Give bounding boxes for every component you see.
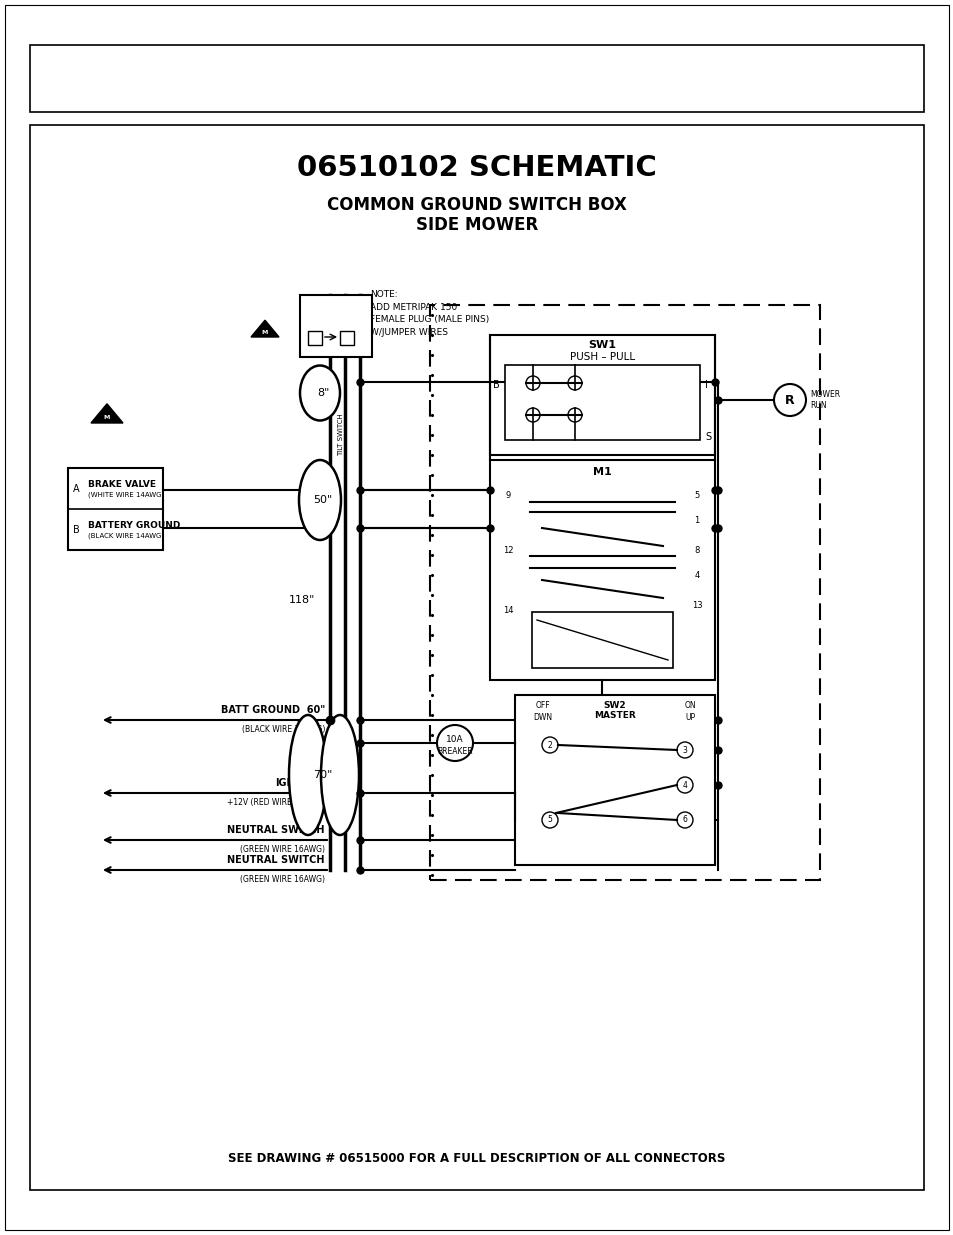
Bar [532, 613, 672, 668]
Circle shape [541, 811, 558, 827]
Text: 8": 8" [316, 388, 329, 398]
Text: B: B [72, 525, 79, 535]
Text: R: R [784, 394, 794, 406]
Text: BRAKE VALVE: BRAKE VALVE [88, 480, 156, 489]
Polygon shape [91, 404, 123, 424]
Text: SIDE MOWER: SIDE MOWER [416, 216, 537, 233]
Circle shape [677, 742, 692, 758]
Text: (BLACK WIRE 14AWG): (BLACK WIRE 14AWG) [241, 725, 325, 734]
Text: 5: 5 [547, 815, 552, 825]
Text: 70": 70" [313, 769, 333, 781]
Text: ON: ON [683, 700, 695, 709]
Circle shape [677, 811, 692, 827]
Text: BATT GROUND  60": BATT GROUND 60" [220, 705, 325, 715]
Circle shape [436, 725, 473, 761]
Bar [490, 459, 714, 680]
Circle shape [541, 737, 558, 753]
Text: 9: 9 [505, 490, 510, 499]
Text: (GREEN WIRE 16AWG): (GREEN WIRE 16AWG) [240, 845, 325, 853]
Text: 06510102 SCHEMATIC: 06510102 SCHEMATIC [296, 154, 657, 182]
Circle shape [567, 375, 581, 390]
Text: 4: 4 [681, 781, 687, 789]
Text: BREAKER: BREAKER [436, 746, 473, 756]
Text: NOTE:
ADD METRIPAK 150
FEMALE PLUG (MALE PINS)
W/JUMPER WIRES: NOTE: ADD METRIPAK 150 FEMALE PLUG (MALE… [370, 290, 489, 336]
Polygon shape [251, 320, 278, 337]
Text: BATTERY GROUND: BATTERY GROUND [88, 521, 180, 530]
Text: COMMON GROUND SWITCH BOX: COMMON GROUND SWITCH BOX [327, 196, 626, 214]
Text: 3: 3 [681, 746, 687, 755]
Text: I: I [704, 380, 707, 390]
Text: M: M [261, 330, 268, 335]
Circle shape [567, 408, 581, 422]
Text: 13: 13 [691, 600, 701, 610]
Text: 12": 12" [295, 720, 314, 730]
Text: (GREEN WIRE 16AWG): (GREEN WIRE 16AWG) [240, 876, 325, 884]
Circle shape [525, 408, 539, 422]
Text: 2: 2 [547, 741, 552, 750]
Text: A: A [72, 483, 79, 494]
Ellipse shape [320, 715, 358, 835]
Text: +12V (RED WIRE 14AWG): +12V (RED WIRE 14AWG) [227, 798, 325, 806]
Text: 6: 6 [681, 815, 687, 825]
Bar [339, 331, 354, 345]
Circle shape [773, 384, 805, 416]
Text: 8: 8 [694, 546, 699, 555]
Text: MOWER
RUN: MOWER RUN [809, 390, 840, 410]
Text: SEE DRAWING # 06515000 FOR A FULL DESCRIPTION OF ALL CONNECTORS: SEE DRAWING # 06515000 FOR A FULL DESCRI… [228, 1151, 725, 1165]
Text: TILT SWITCH: TILT SWITCH [337, 414, 344, 457]
Bar [515, 695, 714, 864]
Circle shape [677, 777, 692, 793]
Text: M: M [104, 415, 111, 420]
Text: UP: UP [684, 713, 695, 721]
Text: (BLACK WIRE 14AWG): (BLACK WIRE 14AWG) [88, 532, 164, 538]
Text: 50": 50" [313, 495, 333, 505]
Ellipse shape [298, 459, 340, 540]
Ellipse shape [299, 366, 339, 420]
Text: DWN: DWN [533, 713, 552, 721]
Text: MASTER: MASTER [594, 710, 636, 720]
Bar [430, 305, 820, 881]
Text: S: S [704, 432, 710, 442]
Text: IGNITION: IGNITION [275, 778, 325, 788]
Text: OFF: OFF [536, 700, 550, 709]
Text: 10A: 10A [446, 735, 463, 743]
Text: SW1: SW1 [588, 340, 616, 350]
Text: B: B [493, 380, 499, 390]
Bar [299, 295, 372, 357]
Text: 118": 118" [289, 595, 314, 605]
Text: (WHITE WIRE 14AWG): (WHITE WIRE 14AWG) [88, 492, 164, 498]
Text: PUSH – PULL: PUSH – PULL [569, 352, 635, 362]
Bar [30, 125, 923, 1191]
Bar [308, 331, 322, 345]
Circle shape [525, 375, 539, 390]
Text: NEUTRAL SWITCH: NEUTRAL SWITCH [227, 855, 325, 864]
Text: 1: 1 [694, 515, 699, 525]
Bar [504, 366, 700, 440]
Text: 4: 4 [694, 571, 699, 579]
Text: NEUTRAL SWITCH: NEUTRAL SWITCH [227, 825, 325, 835]
Text: 14: 14 [502, 605, 513, 615]
Text: M1: M1 [593, 467, 611, 477]
Ellipse shape [289, 715, 327, 835]
Text: 5: 5 [694, 490, 699, 499]
Bar [30, 44, 923, 112]
Text: 12: 12 [502, 546, 513, 555]
Bar [68, 468, 163, 550]
Text: SW2: SW2 [603, 700, 626, 709]
Bar [490, 335, 714, 454]
